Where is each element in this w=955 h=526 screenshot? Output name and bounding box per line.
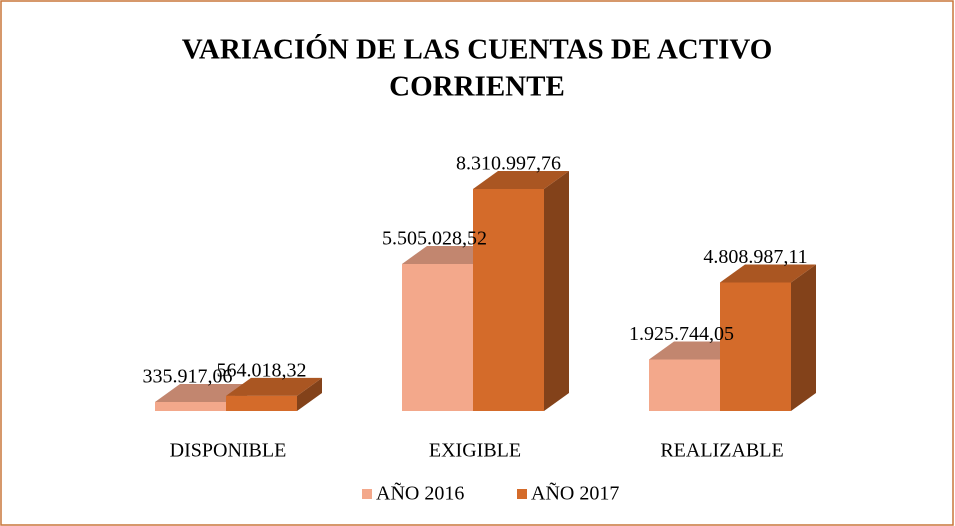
bar-front xyxy=(402,263,473,411)
chart-title: VARIACIÓN DE LAS CUENTAS DE ACTIVO xyxy=(182,33,773,66)
data-label: 4.808.987,11 xyxy=(703,246,807,268)
bar xyxy=(720,264,816,411)
data-label: 564.018,32 xyxy=(217,360,307,382)
data-label: 335.917,06 xyxy=(143,366,233,388)
bar xyxy=(226,377,322,411)
bar-top xyxy=(473,171,569,189)
bar-side xyxy=(297,377,322,411)
bar-side xyxy=(791,264,816,411)
bar-front xyxy=(649,359,720,411)
x-tick-label: DISPONIBLE xyxy=(170,440,287,462)
legend-label: AÑO 2017 xyxy=(531,481,619,505)
bar-top xyxy=(720,264,816,283)
bar xyxy=(473,171,569,411)
legend-swatch xyxy=(517,489,527,499)
legend-label: AÑO 2016 xyxy=(376,481,464,505)
data-label: 8.310.997,76 xyxy=(456,153,561,175)
bar-front xyxy=(226,395,297,411)
chart-title: CORRIENTE xyxy=(389,71,565,103)
bar-front xyxy=(155,402,226,411)
x-tick-label: REALIZABLE xyxy=(660,440,783,462)
data-label: 1.925.744,05 xyxy=(629,323,734,345)
bar-front xyxy=(720,282,791,411)
x-tick-label: EXIGIBLE xyxy=(429,440,521,462)
bar-side xyxy=(544,171,569,411)
legend-swatch xyxy=(362,489,372,499)
bar-front xyxy=(473,189,544,411)
data-label: 5.505.028,52 xyxy=(382,228,487,250)
bar-top xyxy=(226,377,322,396)
